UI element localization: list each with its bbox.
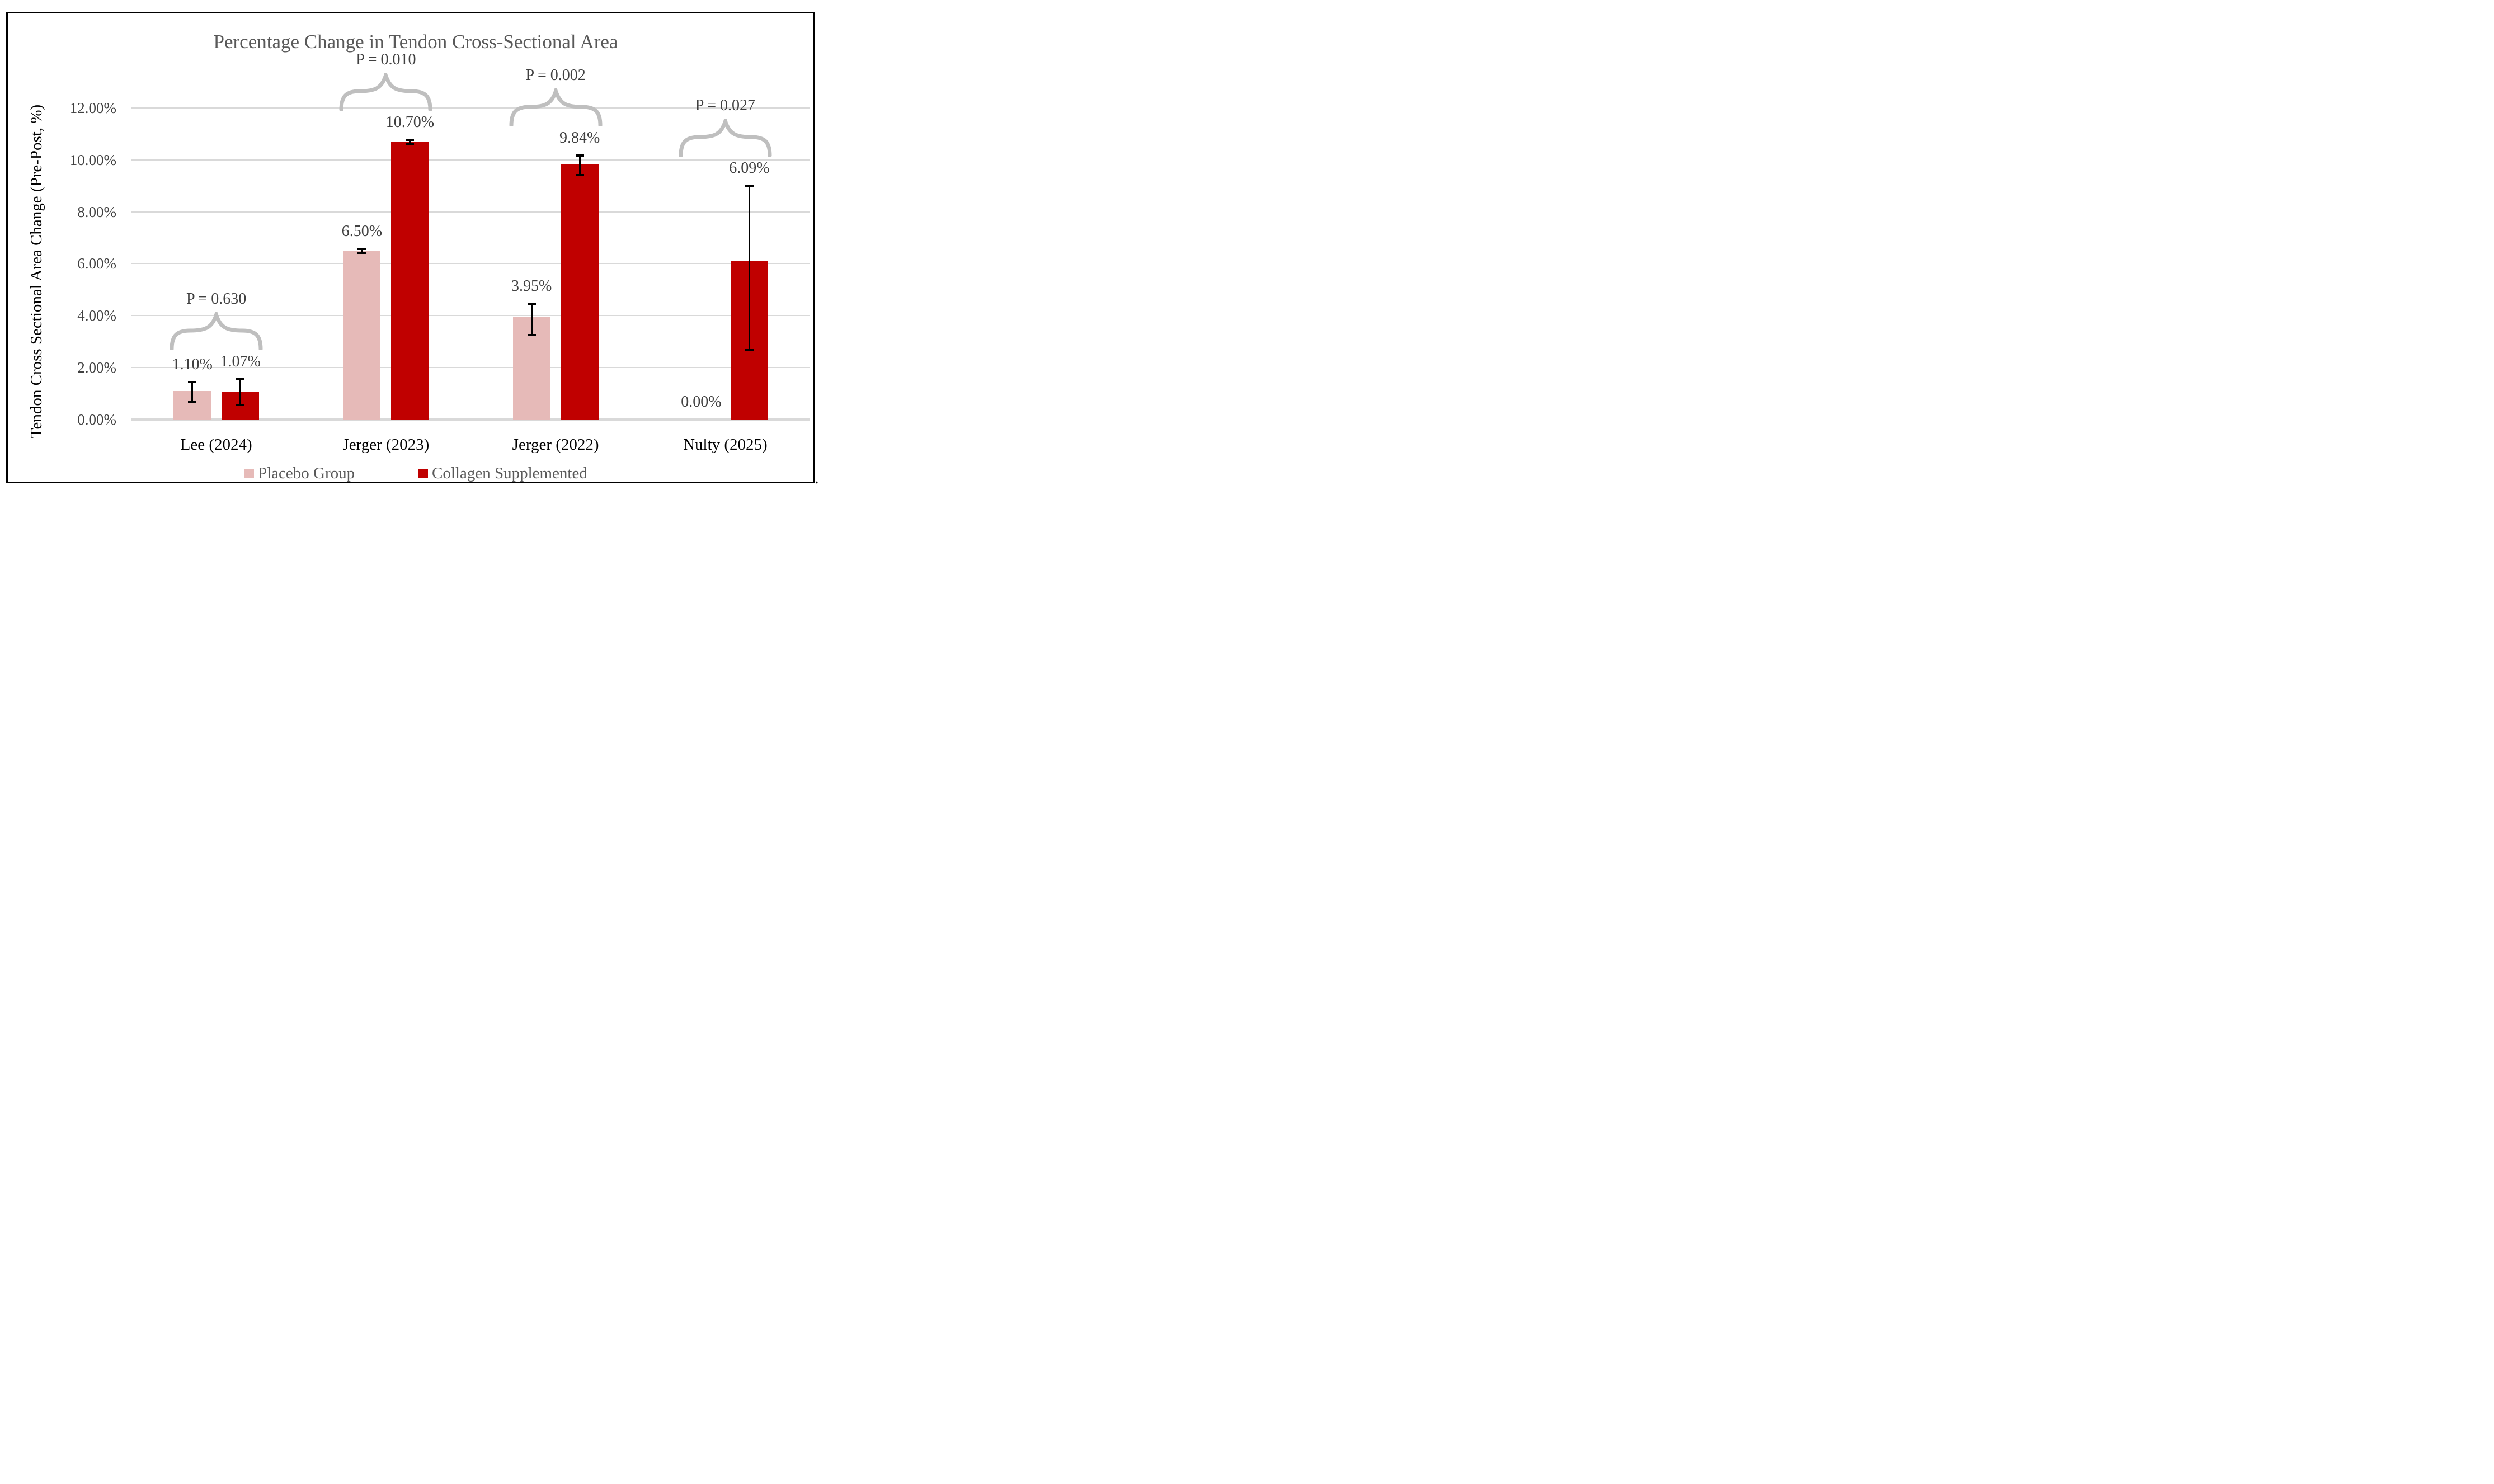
- error-bar-cap-top: [575, 154, 584, 157]
- placebo-swatch-icon: [244, 469, 254, 478]
- error-bar-cap-top: [357, 248, 366, 251]
- stray-period: .: [815, 469, 819, 487]
- error-bar-line: [239, 379, 242, 406]
- p-value-label: P = 0.002: [525, 66, 586, 84]
- legend-label-placebo: Placebo Group: [258, 464, 355, 482]
- error-bar-cap-bottom: [527, 334, 536, 337]
- gridline: [131, 107, 810, 109]
- error-bar-cap-bottom: [357, 251, 366, 254]
- legend: Placebo Group Collagen Supplemented: [0, 463, 831, 486]
- significance-brace-icon: [170, 312, 263, 351]
- y-tick-label: 6.00%: [77, 255, 116, 272]
- x-category-label: Jerger (2023): [342, 436, 430, 454]
- placebo-bar: [343, 251, 381, 420]
- error-bar-line: [530, 304, 533, 336]
- x-category-label: Jerger (2022): [512, 436, 599, 454]
- error-bar-cap-bottom: [236, 404, 245, 407]
- collagen-swatch-icon: [418, 469, 428, 478]
- error-bar-cap-bottom: [188, 400, 197, 403]
- y-tick-label: 0.00%: [77, 411, 116, 428]
- chart-canvas: Percentage Change in Tendon Cross-Sectio…: [0, 0, 831, 494]
- gridline: [131, 211, 810, 213]
- chart-title: Percentage Change in Tendon Cross-Sectio…: [213, 31, 618, 53]
- y-tick-label: 2.00%: [77, 359, 116, 376]
- data-label: 10.70%: [385, 114, 435, 131]
- error-bar-cap-top: [745, 185, 754, 187]
- gridline: [131, 263, 810, 265]
- significance-brace-icon: [679, 119, 772, 157]
- gridline: [131, 315, 810, 317]
- error-bar-cap-top: [406, 139, 415, 142]
- data-label: 9.84%: [559, 129, 600, 147]
- p-value-label: P = 0.027: [695, 97, 756, 115]
- significance-brace-icon: [509, 88, 603, 126]
- data-label: 6.50%: [341, 223, 383, 241]
- error-bar-cap-top: [236, 378, 245, 381]
- chart-frame: [6, 12, 815, 483]
- data-label: 0.00%: [681, 393, 722, 411]
- collagen-bar: [561, 164, 599, 420]
- error-bar-line: [191, 381, 194, 402]
- significance-brace-icon: [339, 73, 432, 111]
- x-axis-line: [131, 418, 810, 421]
- collagen-bar: [391, 142, 429, 420]
- error-bar-cap-bottom: [406, 142, 415, 145]
- legend-label-collagen: Collagen Supplemented: [432, 464, 587, 482]
- y-axis-title: Tendon Cross Sectional Area Change (Pre-…: [27, 104, 45, 439]
- gridline: [131, 159, 810, 161]
- data-label: 6.09%: [729, 159, 770, 177]
- error-bar-cap-top: [527, 303, 536, 305]
- error-bar-cap-bottom: [575, 173, 584, 176]
- data-label: 1.07%: [220, 353, 261, 371]
- error-bar-line: [361, 249, 363, 253]
- error-bar-line: [748, 186, 750, 351]
- y-tick-label: 8.00%: [77, 203, 116, 220]
- p-value-label: P = 0.630: [186, 290, 247, 308]
- error-bar-line: [578, 155, 581, 175]
- error-bar-cap-bottom: [745, 349, 754, 352]
- y-tick-label: 10.00%: [69, 151, 116, 168]
- error-bar-cap-top: [188, 380, 197, 383]
- y-tick-label: 12.00%: [69, 99, 116, 116]
- error-bar-line: [409, 140, 411, 144]
- data-label: 3.95%: [511, 277, 552, 295]
- p-value-label: P = 0.010: [356, 51, 416, 69]
- x-category-label: Nulty (2025): [683, 436, 768, 454]
- gridline: [131, 367, 810, 369]
- y-tick-label: 4.00%: [77, 307, 116, 324]
- x-category-label: Lee (2024): [180, 436, 252, 454]
- data-label: 1.10%: [172, 355, 213, 373]
